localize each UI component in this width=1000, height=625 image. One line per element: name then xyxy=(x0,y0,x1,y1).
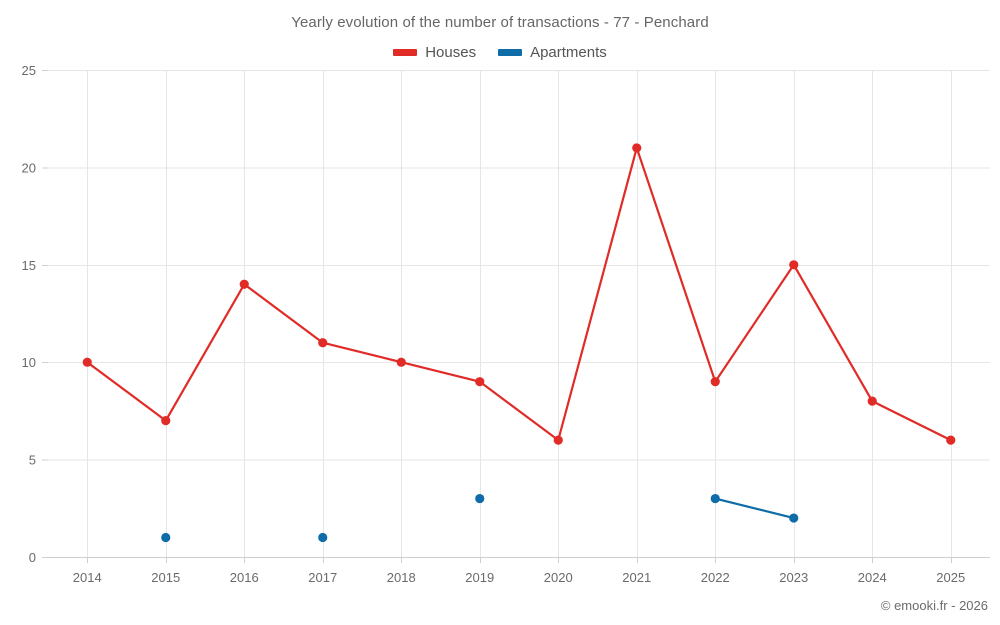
footer-credit: © emooki.fr - 2026 xyxy=(880,598,988,613)
line-segment-apartments xyxy=(714,497,795,520)
line-segment-houses xyxy=(714,263,795,383)
x-tick-label-2022: 2022 xyxy=(701,570,730,585)
legend-item-apartments[interactable]: Apartments xyxy=(498,44,607,61)
chart-legend: Houses Apartments xyxy=(0,44,1000,61)
line-segment-houses xyxy=(635,146,717,383)
data-point-houses-2015[interactable] xyxy=(161,416,171,426)
data-point-apartments-2015[interactable] xyxy=(161,532,171,543)
y-tick-label-10: 10 xyxy=(22,355,36,370)
x-tick-label-2023: 2023 xyxy=(779,570,808,585)
axis-x xyxy=(42,70,990,563)
data-point-houses-2020[interactable] xyxy=(553,435,563,445)
line-segment-houses xyxy=(478,380,560,442)
data-point-houses-2018[interactable] xyxy=(396,357,406,367)
series-houses xyxy=(82,143,956,445)
legend-label-apartments: Apartments xyxy=(530,44,607,61)
gridlines-vertical xyxy=(87,70,952,557)
line-segment-houses xyxy=(86,361,167,422)
legend-item-houses[interactable]: Houses xyxy=(393,44,476,61)
x-tick-label-2025: 2025 xyxy=(936,570,965,585)
line-segment-houses xyxy=(243,283,324,344)
line-segment-houses xyxy=(871,400,952,442)
x-tick-label-2018: 2018 xyxy=(387,570,416,585)
series-apartments xyxy=(161,493,799,543)
y-tick-label-25: 25 xyxy=(22,63,36,78)
y-tick-label-5: 5 xyxy=(29,453,36,468)
chart-title: Yearly evolution of the number of transa… xyxy=(291,14,709,31)
data-point-apartments-2023[interactable] xyxy=(789,513,799,523)
line-segment-houses xyxy=(557,146,638,442)
y-tick-label-15: 15 xyxy=(22,258,36,273)
x-tick-label-2021: 2021 xyxy=(622,570,651,585)
x-tick-label-2019: 2019 xyxy=(465,570,494,585)
legend-swatch-houses xyxy=(393,49,418,56)
line-segment-houses xyxy=(400,361,481,383)
x-tick-label-2016: 2016 xyxy=(230,570,259,585)
x-tick-label-2014: 2014 xyxy=(73,570,102,585)
y-tick-label-20: 20 xyxy=(22,160,36,175)
data-point-houses-2017[interactable] xyxy=(318,338,328,348)
line-segment-houses xyxy=(321,341,403,364)
line-segment-houses xyxy=(164,283,246,422)
x-tick-label-2024: 2024 xyxy=(858,570,887,585)
data-point-houses-2021[interactable] xyxy=(632,143,642,153)
data-point-houses-2025[interactable] xyxy=(946,435,956,445)
data-point-houses-2024[interactable] xyxy=(867,396,877,406)
y-axis-tick-labels: 0 5 10 15 20 25 xyxy=(22,63,36,565)
legend-label-houses: Houses xyxy=(425,44,477,61)
data-point-houses-2022[interactable] xyxy=(710,377,720,387)
data-point-apartments-2019[interactable] xyxy=(475,493,485,504)
data-point-apartments-2017[interactable] xyxy=(318,532,328,543)
data-point-houses-2014[interactable] xyxy=(82,357,92,367)
data-point-houses-2019[interactable] xyxy=(475,377,485,387)
legend-swatch-apartments xyxy=(498,49,523,56)
gridlines-horizontal xyxy=(48,70,990,558)
data-point-apartments-2022[interactable] xyxy=(710,493,720,504)
x-tick-label-2017: 2017 xyxy=(308,570,337,585)
x-tick-label-2020: 2020 xyxy=(544,570,573,585)
y-tick-label-0: 0 xyxy=(29,550,36,565)
line-segment-houses xyxy=(792,263,874,403)
data-point-houses-2023[interactable] xyxy=(789,260,799,270)
x-axis-tick-labels: 2014 2015 2016 2017 2018 2019 2020 2021 2022 2023… xyxy=(73,570,965,585)
data-point-houses-2016[interactable] xyxy=(239,279,249,289)
x-tick-label-2015: 2015 xyxy=(151,570,180,585)
